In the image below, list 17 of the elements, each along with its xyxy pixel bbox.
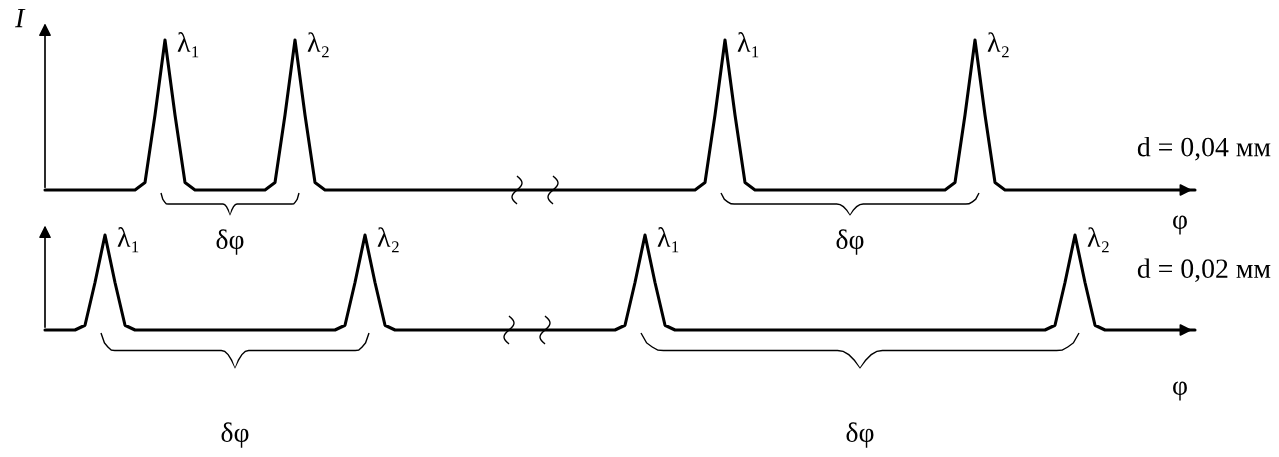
annotation: δφ bbox=[216, 229, 244, 255]
annotation: λ₁ bbox=[657, 227, 679, 253]
y-axis-title: I bbox=[14, 8, 26, 28]
annotation: λ₁ bbox=[737, 32, 759, 58]
annotation: λ₂ bbox=[377, 227, 399, 253]
annotation: λ₁ bbox=[177, 32, 199, 58]
annotation: λ₂ bbox=[987, 32, 1009, 58]
text: δφ bbox=[221, 422, 249, 448]
annotation: d = 0,02 мм bbox=[1137, 258, 1271, 283]
x-axis-title: φ bbox=[1173, 381, 1187, 401]
text: δφ bbox=[846, 422, 874, 448]
annotation: δφ bbox=[836, 229, 864, 255]
annotation: λ₁ bbox=[117, 227, 139, 253]
annotation: λ₂ bbox=[307, 32, 329, 58]
annotation: λ₂ bbox=[1087, 227, 1109, 253]
annotation: d = 0,04 мм bbox=[1137, 136, 1271, 161]
x-axis-title: φ bbox=[1173, 215, 1187, 235]
